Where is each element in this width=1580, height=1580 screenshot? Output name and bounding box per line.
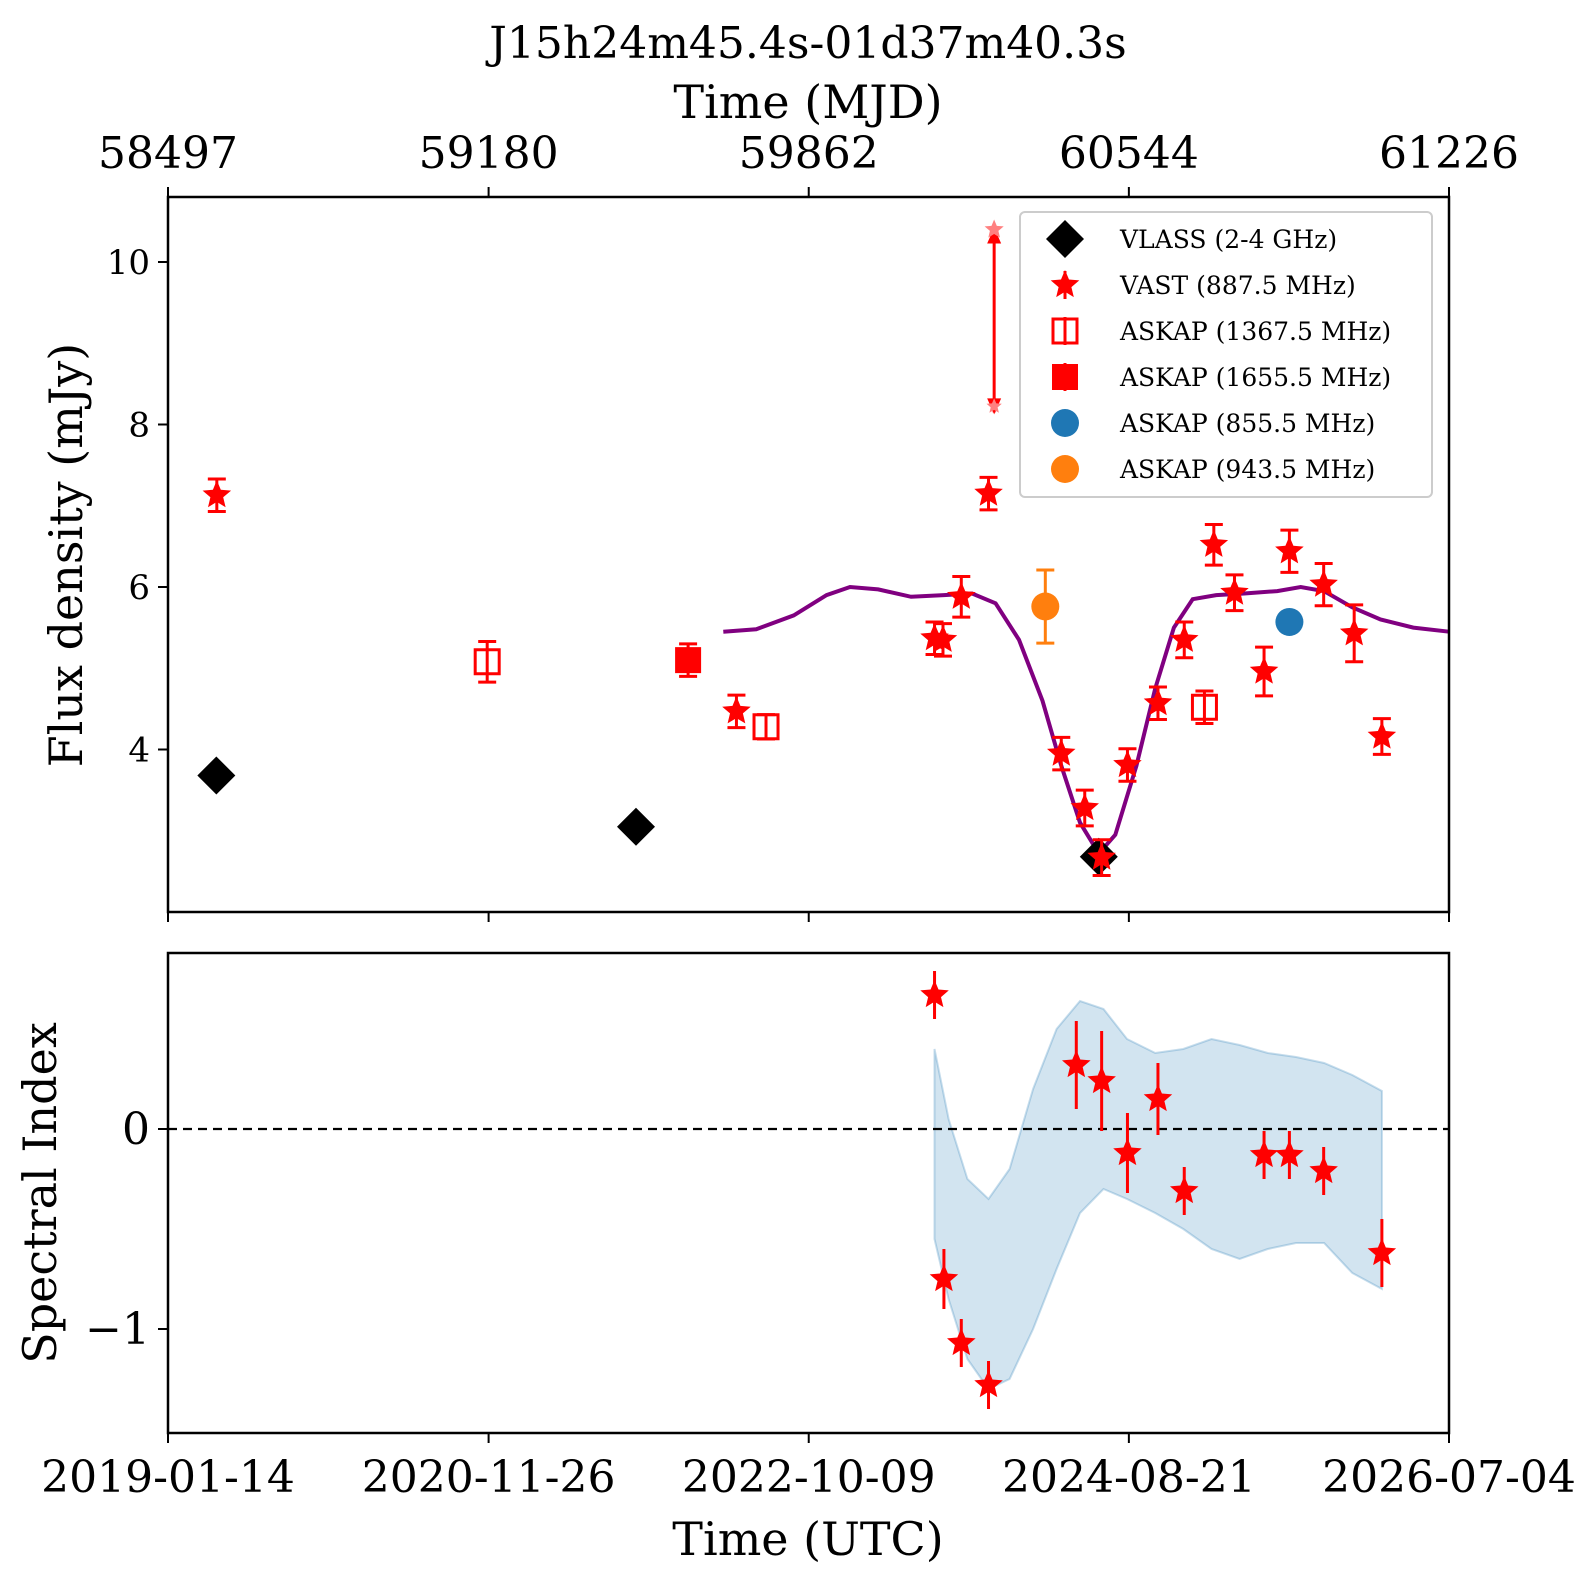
utc-tick-label: 2019-01-14: [41, 1452, 295, 1503]
vast-887-5-mhz-point: [1047, 738, 1076, 766]
spectral-index-point: [920, 980, 949, 1008]
vast-887-5-mhz-point: [202, 480, 232, 508]
spectral-index-point: [1087, 1066, 1116, 1094]
askap-855-5-mhz-point: [1275, 607, 1304, 636]
legend-askap-943-5-mhz-label: ASKAP (943.5 MHz): [1119, 455, 1375, 484]
vast-887-5-mhz-point: [1339, 618, 1369, 646]
spectral-y-tick-label: −1: [85, 1304, 150, 1355]
spectral-index-point: [1309, 1156, 1338, 1184]
flux-y-tick-label: 10: [107, 243, 150, 283]
legend-askap-1367-5-mhz-marker: [1051, 317, 1079, 345]
mjd-tick-label: 61226: [1379, 128, 1519, 179]
legend: VLASS (2-4 GHz) VAST (887.5 MHz) ASKAP (13…: [1019, 211, 1433, 498]
legend-askap-1655-5-mhz-marker: [1052, 364, 1078, 390]
bottom-x-axis-label: Time (UTC): [672, 1512, 943, 1566]
vlass-2-4-ghz-point: [616, 807, 655, 846]
vast-887-5-mhz-point: [1367, 721, 1397, 749]
mjd-tick-label: 58497: [98, 128, 238, 179]
spectral-index-y-label: Spectral Index: [13, 1022, 67, 1364]
legend-askap-1655-5-mhz-label: ASKAP (1655.5 MHz): [1119, 363, 1391, 392]
legend-askap-943-5-mhz-marker: [1051, 455, 1079, 483]
upper-limit-star: [984, 219, 1004, 238]
vast-887-5-mhz-point: [1249, 656, 1279, 684]
chart-title: J15h24m45.4s-01d37m40.3s: [485, 18, 1127, 69]
askap-1655-5-mhz-point: [675, 647, 702, 674]
vast-887-5-mhz-point: [947, 581, 976, 609]
askap-943-5-mhz-point: [1031, 592, 1060, 621]
vast-887-5-mhz-point: [1087, 842, 1116, 870]
legend-askap-1367-5-mhz-label: ASKAP (1367.5 MHz): [1119, 317, 1391, 346]
askap-1367-5-mhz-point: [752, 713, 780, 741]
flux-y-tick-label: 6: [128, 568, 150, 608]
spectral-index-point: [1143, 1084, 1173, 1112]
spectral-index-point: [1249, 1140, 1279, 1168]
spectral-index-point: [1170, 1176, 1199, 1204]
utc-tick-label: 2020-11-26: [362, 1452, 616, 1503]
flux-y-tick-label: 8: [128, 406, 150, 446]
mjd-tick-label: 59180: [419, 128, 559, 179]
fill-layer: [933, 999, 1383, 1391]
spectral-index-point: [1113, 1138, 1142, 1166]
askap-1367-5-mhz-point: [1190, 693, 1218, 721]
spectral-index-point: [1275, 1140, 1304, 1168]
vast-887-5-mhz-point: [1070, 793, 1099, 821]
upper-limit-arrowhead: [987, 227, 1002, 244]
legend-vlass-2-4-ghz-label: VLASS (2-4 GHz): [1119, 225, 1337, 254]
axes-layer: [158, 187, 1451, 1443]
points-layer: [197, 219, 1397, 1409]
utc-tick-label: 2026-07-04: [1322, 1452, 1576, 1503]
legend-askap-855-5-mhz-marker: [1051, 409, 1079, 437]
upper-limit-star: [986, 398, 1002, 413]
spectral-index-point: [1062, 1050, 1091, 1078]
vast-887-5-mhz-point: [1170, 624, 1199, 652]
spectral-index-point: [1367, 1238, 1397, 1266]
vlass-2-4-ghz-point: [197, 756, 236, 795]
vast-887-5-mhz-point: [1143, 688, 1173, 716]
legend-vast-887-5-mhz-label: VAST (887.5 MHz): [1119, 271, 1356, 300]
mjd-tick-label: 59862: [739, 128, 879, 179]
vast-887-5-mhz-point: [928, 624, 958, 652]
vast-887-5-mhz-point: [974, 478, 1003, 506]
flux-density-y-label: Flux density (mJy): [39, 343, 93, 767]
text-layer: J15h24m45.4s-01d37m40.3s Time (MJD) Time…: [13, 18, 1576, 1566]
flux-y-tick-label: 4: [128, 731, 150, 771]
utc-tick-label: 2024-08-21: [1002, 1452, 1256, 1503]
vast-887-5-mhz-point: [1275, 536, 1304, 564]
spectral-index-point: [974, 1370, 1003, 1398]
spectral-index-point: [929, 1264, 959, 1292]
utc-tick-label: 2022-10-09: [682, 1452, 936, 1503]
legend-askap-855-5-mhz-label: ASKAP (855.5 MHz): [1119, 409, 1375, 438]
legend-vast-887-5-mhz-marker: [1050, 270, 1080, 298]
mjd-tick-label: 60544: [1059, 128, 1199, 179]
vast-887-5-mhz-point: [722, 696, 751, 724]
spectral-index-point: [947, 1328, 976, 1356]
vast-887-5-mhz-point: [1199, 529, 1229, 557]
vast-887-5-mhz-point: [1309, 569, 1338, 597]
vast-887-5-mhz-point: [1220, 577, 1249, 605]
legend-box: [1019, 211, 1433, 498]
legend-vlass-2-4-ghz-marker: [1046, 220, 1084, 258]
spectral-index-band: [933, 999, 1383, 1391]
top-x-axis-label: Time (MJD): [673, 75, 942, 129]
spectral-y-tick-label: 0: [122, 1104, 150, 1155]
askap-1367-5-mhz-point: [473, 648, 501, 676]
vast-887-5-mhz-point: [1113, 749, 1142, 778]
